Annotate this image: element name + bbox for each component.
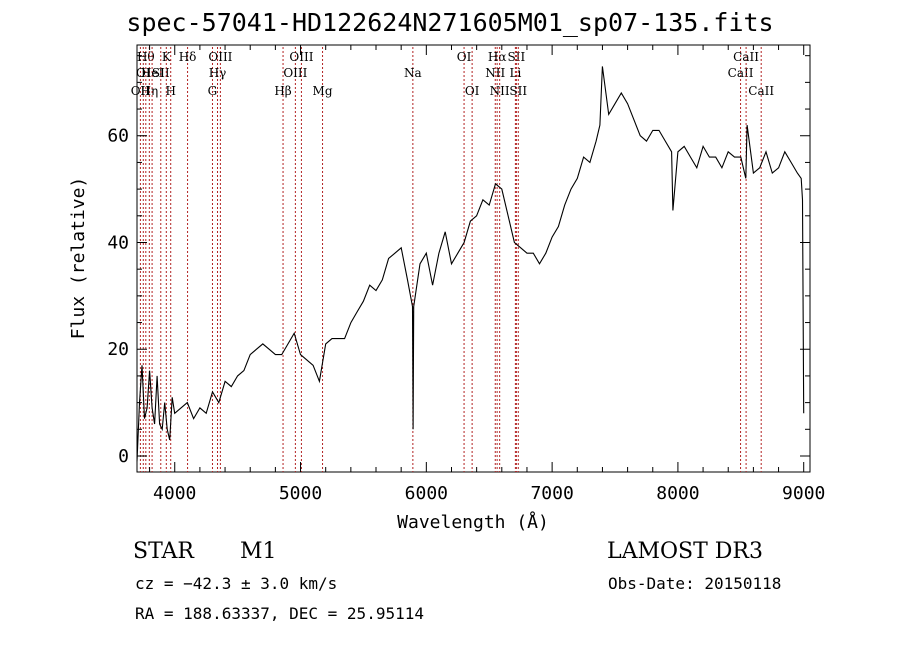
y-tick-label: 0 [118, 446, 129, 467]
line-marker-label: Mg [313, 84, 333, 98]
line-marker-label: CaII [728, 66, 754, 80]
chart-title: spec-57041-HD122624N271605M01_sp07-135.f… [126, 8, 774, 37]
line-marker-label: Na [404, 66, 422, 80]
cz-readout: cz = −42.3 ± 3.0 km/s [135, 574, 338, 593]
line-marker-label: OIII [208, 50, 232, 64]
line-marker-label: G [208, 84, 218, 98]
y-tick-label: 60 [107, 126, 129, 147]
y-axis-label: Flux (relative) [68, 177, 89, 340]
x-tick-label: 8000 [656, 483, 699, 504]
obs-date: Obs-Date: 20150118 [608, 574, 782, 593]
coordinates: RA = 188.63337, DEC = 25.95114 [135, 604, 424, 623]
line-marker-label: Hθ [137, 50, 155, 64]
line-marker-label: SII [508, 50, 526, 64]
line-marker-label: OIII [283, 66, 307, 80]
line-marker-label: Hγ [209, 66, 227, 80]
class-label: STAR [133, 539, 194, 564]
line-marker-label: SII [509, 84, 527, 98]
line-marker-label: SII [152, 66, 170, 80]
line-marker-label: Hη [140, 84, 158, 98]
line-marker-label: NII [490, 84, 510, 98]
spectrum-line [136, 66, 805, 462]
y-tick-label: 20 [107, 339, 129, 360]
line-marker-label: K [162, 50, 172, 64]
survey-label: LAMOST DR3 [607, 539, 763, 564]
line-marker-label: OI [136, 66, 151, 80]
line-marker-label: OIII [289, 50, 313, 64]
line-marker-label: H [165, 84, 175, 98]
line-marker-label: OI [457, 50, 472, 64]
line-marker-label: Li [509, 66, 521, 80]
y-tick-label: 40 [107, 232, 129, 253]
line-marker-label: Hδ [179, 50, 197, 64]
plot-frame [136, 44, 811, 473]
line-marker-label: Hβ [274, 84, 291, 98]
x-tick-label: 7000 [530, 483, 573, 504]
x-tick-label: 9000 [782, 483, 825, 504]
line-marker-label: HeI [141, 66, 164, 80]
line-marker-label: OI [465, 84, 480, 98]
line-markers: OIIOIHθHηHeISIIKHHδGHγOIIIHβOIIIOIIIMgNa… [131, 47, 774, 472]
line-marker-label: NII [485, 66, 505, 80]
line-marker-label: CaII [748, 84, 774, 98]
line-marker-label: Hα [488, 50, 507, 64]
x-tick-label: 6000 [405, 483, 448, 504]
line-marker-label: CaII [733, 50, 759, 64]
x-axis-label: Wavelength (Å) [397, 511, 549, 533]
x-tick-label: 4000 [153, 483, 196, 504]
axis-ticks: 4000 5000 6000 7000 8000 9000 0 20 40 60 [107, 45, 825, 504]
x-tick-label: 5000 [279, 483, 322, 504]
subclass-label: M1 [240, 539, 277, 564]
